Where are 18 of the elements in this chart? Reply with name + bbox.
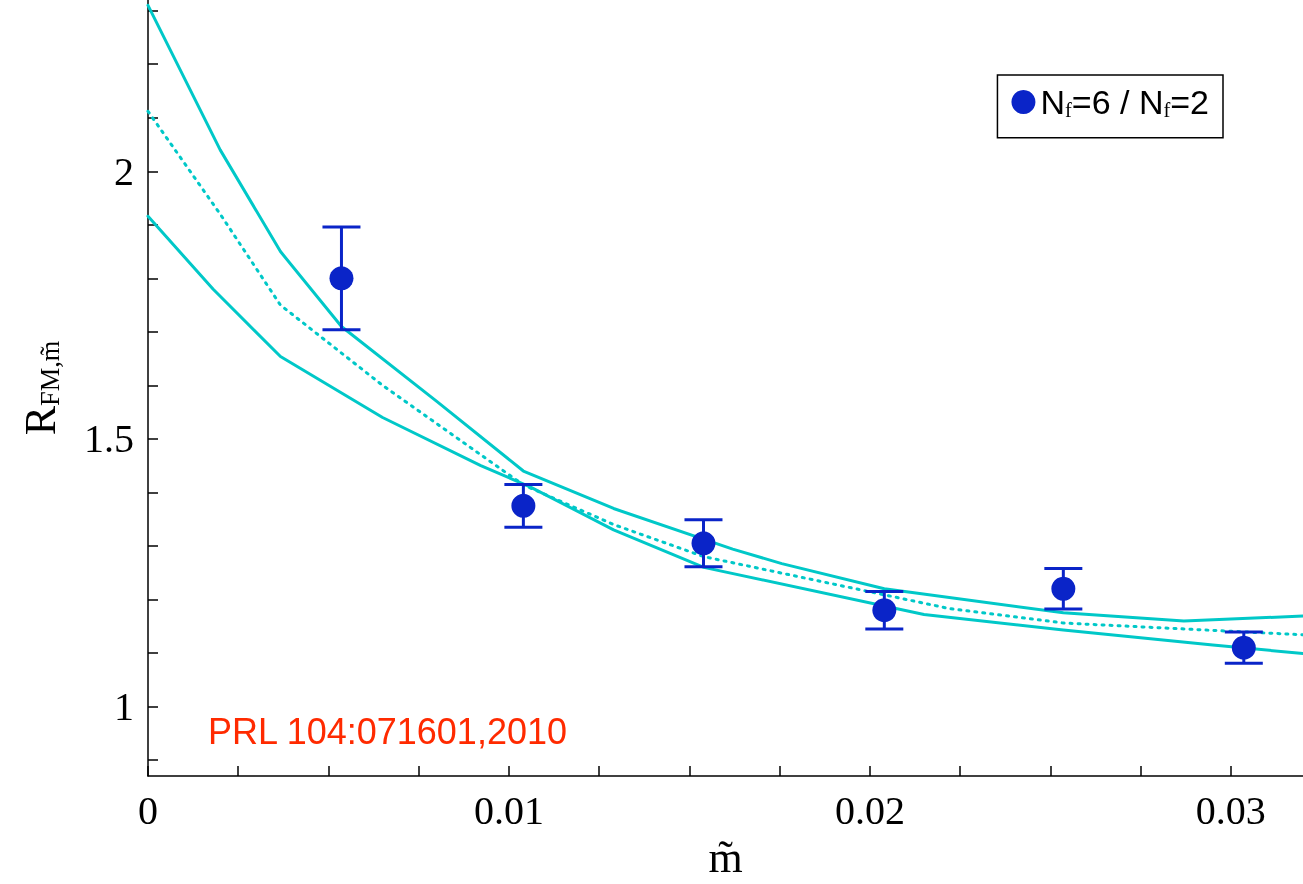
point — [329, 266, 354, 291]
annotation: PRL 104:071601,2010 — [208, 710, 567, 752]
x-tick-label: 0.01 — [473, 787, 544, 833]
y-tick-label: 1 — [114, 684, 134, 730]
point — [872, 598, 897, 623]
x-axis-title: m̃ — [708, 832, 743, 882]
x-tick-label: 0.03 — [1195, 787, 1266, 833]
y-tick-label: 1.5 — [84, 416, 134, 462]
line-series — [146, 3, 1303, 623]
y-axis-title: RFM,m̃ — [15, 340, 65, 436]
y-tick-label: 2 — [114, 148, 134, 194]
legend-label: Nf=6 / Nf=2 — [1040, 83, 1209, 121]
point — [1051, 576, 1076, 601]
point — [1231, 635, 1256, 660]
point — [511, 493, 536, 518]
x-tick-label: 0 — [138, 787, 158, 833]
x-tick-label: 0.02 — [834, 787, 905, 833]
point — [691, 531, 716, 556]
